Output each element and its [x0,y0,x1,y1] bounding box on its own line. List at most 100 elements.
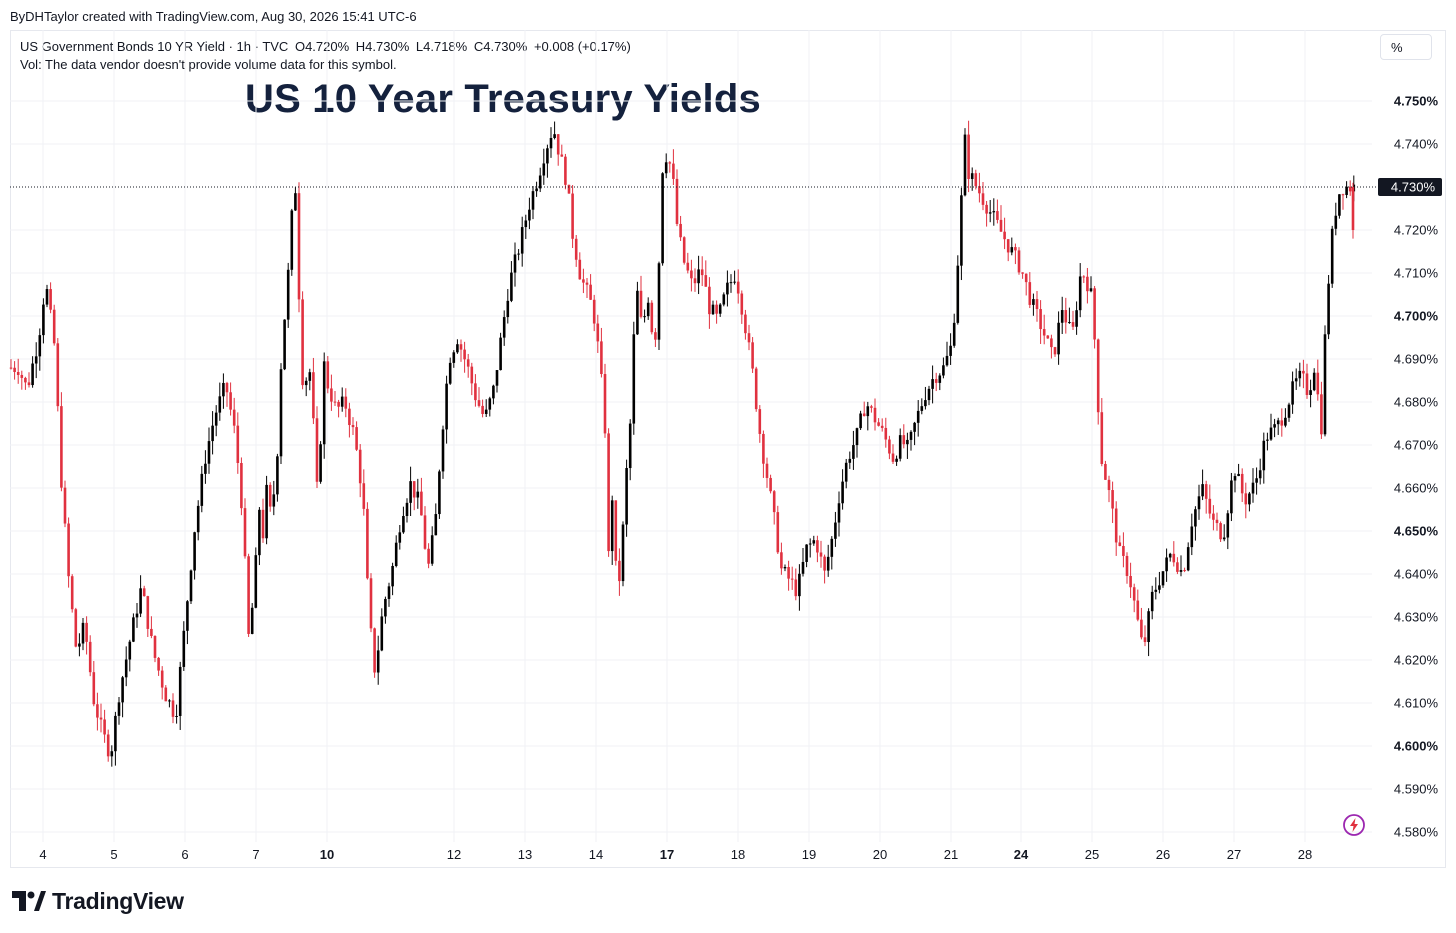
candle-body [848,458,852,463]
candle-body [1150,591,1154,612]
candle-body [704,275,708,287]
candle-body [1244,493,1248,505]
candle-body [70,576,74,610]
candle-body [492,385,495,399]
candle-body [207,441,211,464]
candle-body [574,238,578,260]
candle-body [1176,562,1179,572]
candle-body [1046,335,1050,339]
candle-body [805,544,808,562]
candle-body [301,299,304,386]
candle-body [747,333,751,343]
candle-body [1312,372,1316,391]
candle-body [268,484,272,507]
legend-symbol: US Government Bonds 10 YR Yield · 1h · T… [20,39,289,54]
candle-body [240,462,243,509]
candle-body [1183,570,1186,572]
candle-body [258,509,261,556]
candle-body [783,566,787,569]
candle-body [535,188,538,192]
price-tick-label: 4.690% [1394,352,1439,367]
candle-body [1010,247,1014,253]
candle-body [722,294,726,305]
candle-body [1240,473,1244,494]
candle-body [938,375,942,383]
candle-body [355,427,358,450]
candle-body [56,343,60,407]
candle-body [366,508,369,579]
candle-body [736,281,740,294]
candle-body [560,154,564,157]
candle-body [312,372,315,419]
candle-body [279,369,283,457]
candle-body [214,412,218,426]
candle-body [924,400,927,407]
candle-body [448,362,452,384]
candle-body [78,643,81,647]
candle-body [880,425,884,428]
candle-body [956,265,960,323]
candle-body [1186,547,1190,571]
candle-body [700,269,704,276]
candle-body [218,396,222,413]
candle-body [283,319,286,370]
candle-body [85,622,88,642]
candle-body [1168,553,1172,558]
price-tick-label: 4.580% [1394,825,1439,840]
percent-scale-button[interactable]: % [1380,34,1432,60]
price-tick-label: 4.630% [1394,610,1439,625]
candle-body [1208,498,1212,514]
price-tick-label: 4.620% [1394,653,1439,668]
candle-body [1316,372,1320,395]
candle-body [790,578,794,580]
candle-body [1064,310,1068,323]
candle-body [200,473,204,506]
candle-body [1212,513,1215,520]
candle-body [484,409,488,414]
candle-body [236,425,240,463]
candle-body [384,598,387,617]
tradingview-logo[interactable]: TradingView [12,887,184,915]
candle-body [1194,509,1197,527]
candle-body [564,156,567,185]
candle-body [970,173,974,179]
price-tick-label: 4.610% [1394,696,1439,711]
candle-body [387,586,391,599]
candle-body [830,538,834,557]
candle-body [1255,478,1258,483]
candle-body [1345,186,1348,195]
candle-body [751,342,754,369]
candle-body [891,453,895,462]
candle-body [916,410,920,423]
candle-body [1136,600,1140,620]
candle-body [1111,490,1114,509]
candle-body [1215,519,1219,524]
date-tick-label: 12 [447,847,461,862]
candle-body [549,138,553,149]
candle-body [1086,276,1089,292]
candle-body [636,290,639,335]
candle-body [420,491,423,516]
candle-body [1154,589,1158,592]
candle-body [1251,482,1255,494]
candle-body [801,561,805,574]
candle-body [1024,273,1028,283]
candle-body [978,186,981,194]
candle-body [276,456,279,495]
candle-body [772,491,776,513]
date-tick-label: 26 [1156,847,1170,862]
candle-body [261,509,265,539]
candle-body [423,515,427,549]
candle-body [528,209,531,221]
candle-body [1201,484,1204,497]
candle-body [1140,619,1143,638]
candle-body [250,607,254,634]
candle-body [146,596,150,629]
candle-body [542,163,546,176]
candle-body [153,635,157,658]
date-tick-label: 17 [660,847,674,862]
last-price-badge-bg [1378,178,1442,196]
lightning-icon[interactable] [1342,813,1366,837]
candle-body [1226,513,1230,538]
